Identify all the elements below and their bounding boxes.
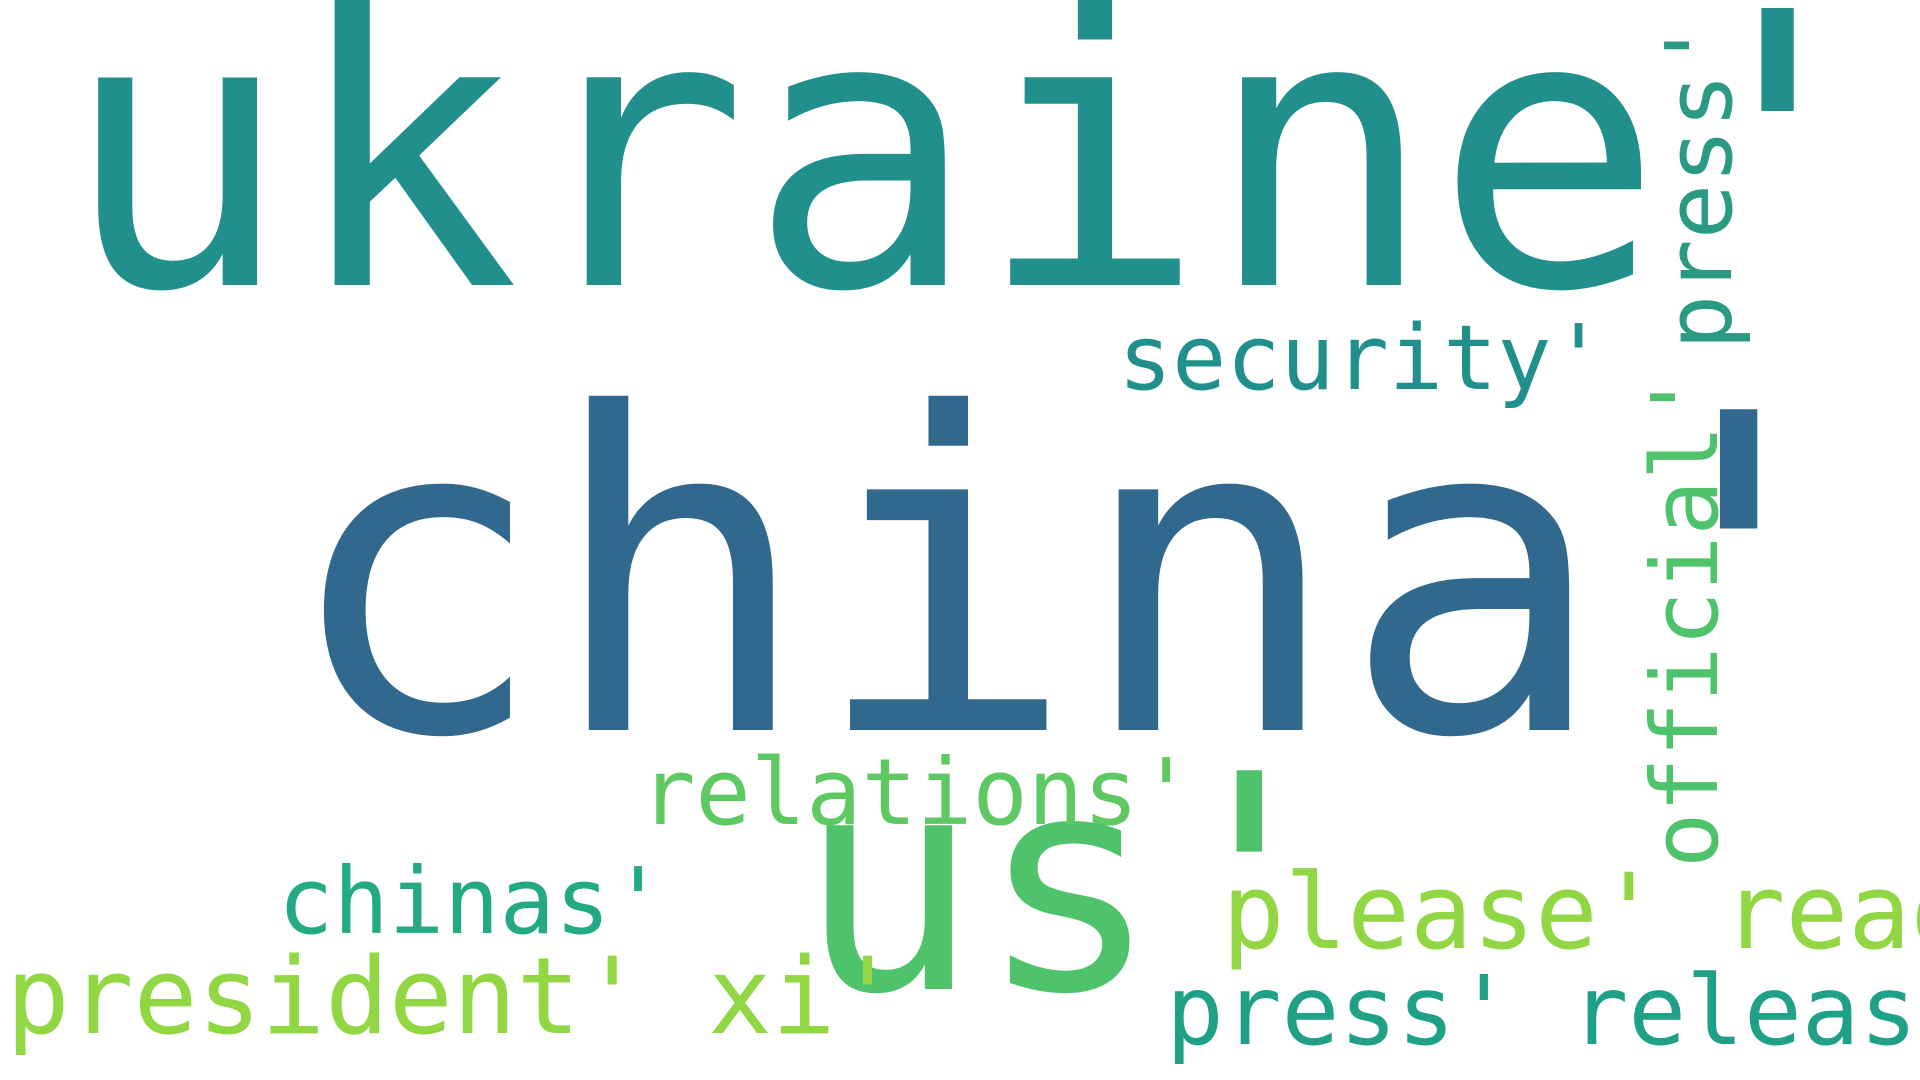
word-press-vertical: press': [1646, 17, 1753, 350]
word-chinas: chinas': [278, 848, 666, 955]
word-relations: relations': [640, 739, 1194, 846]
word-china: china': [282, 322, 1872, 834]
word-press-release: press' release': [1166, 955, 1920, 1067]
word-please-read: please' read': [1222, 851, 1920, 973]
word-us: us': [798, 711, 1340, 1060]
word-official-vertical: official': [1632, 369, 1739, 869]
word-ukraine: ukraine': [62, 0, 1893, 375]
word-president-xi: president' xi': [6, 935, 900, 1058]
word-security: security': [1118, 306, 1606, 411]
